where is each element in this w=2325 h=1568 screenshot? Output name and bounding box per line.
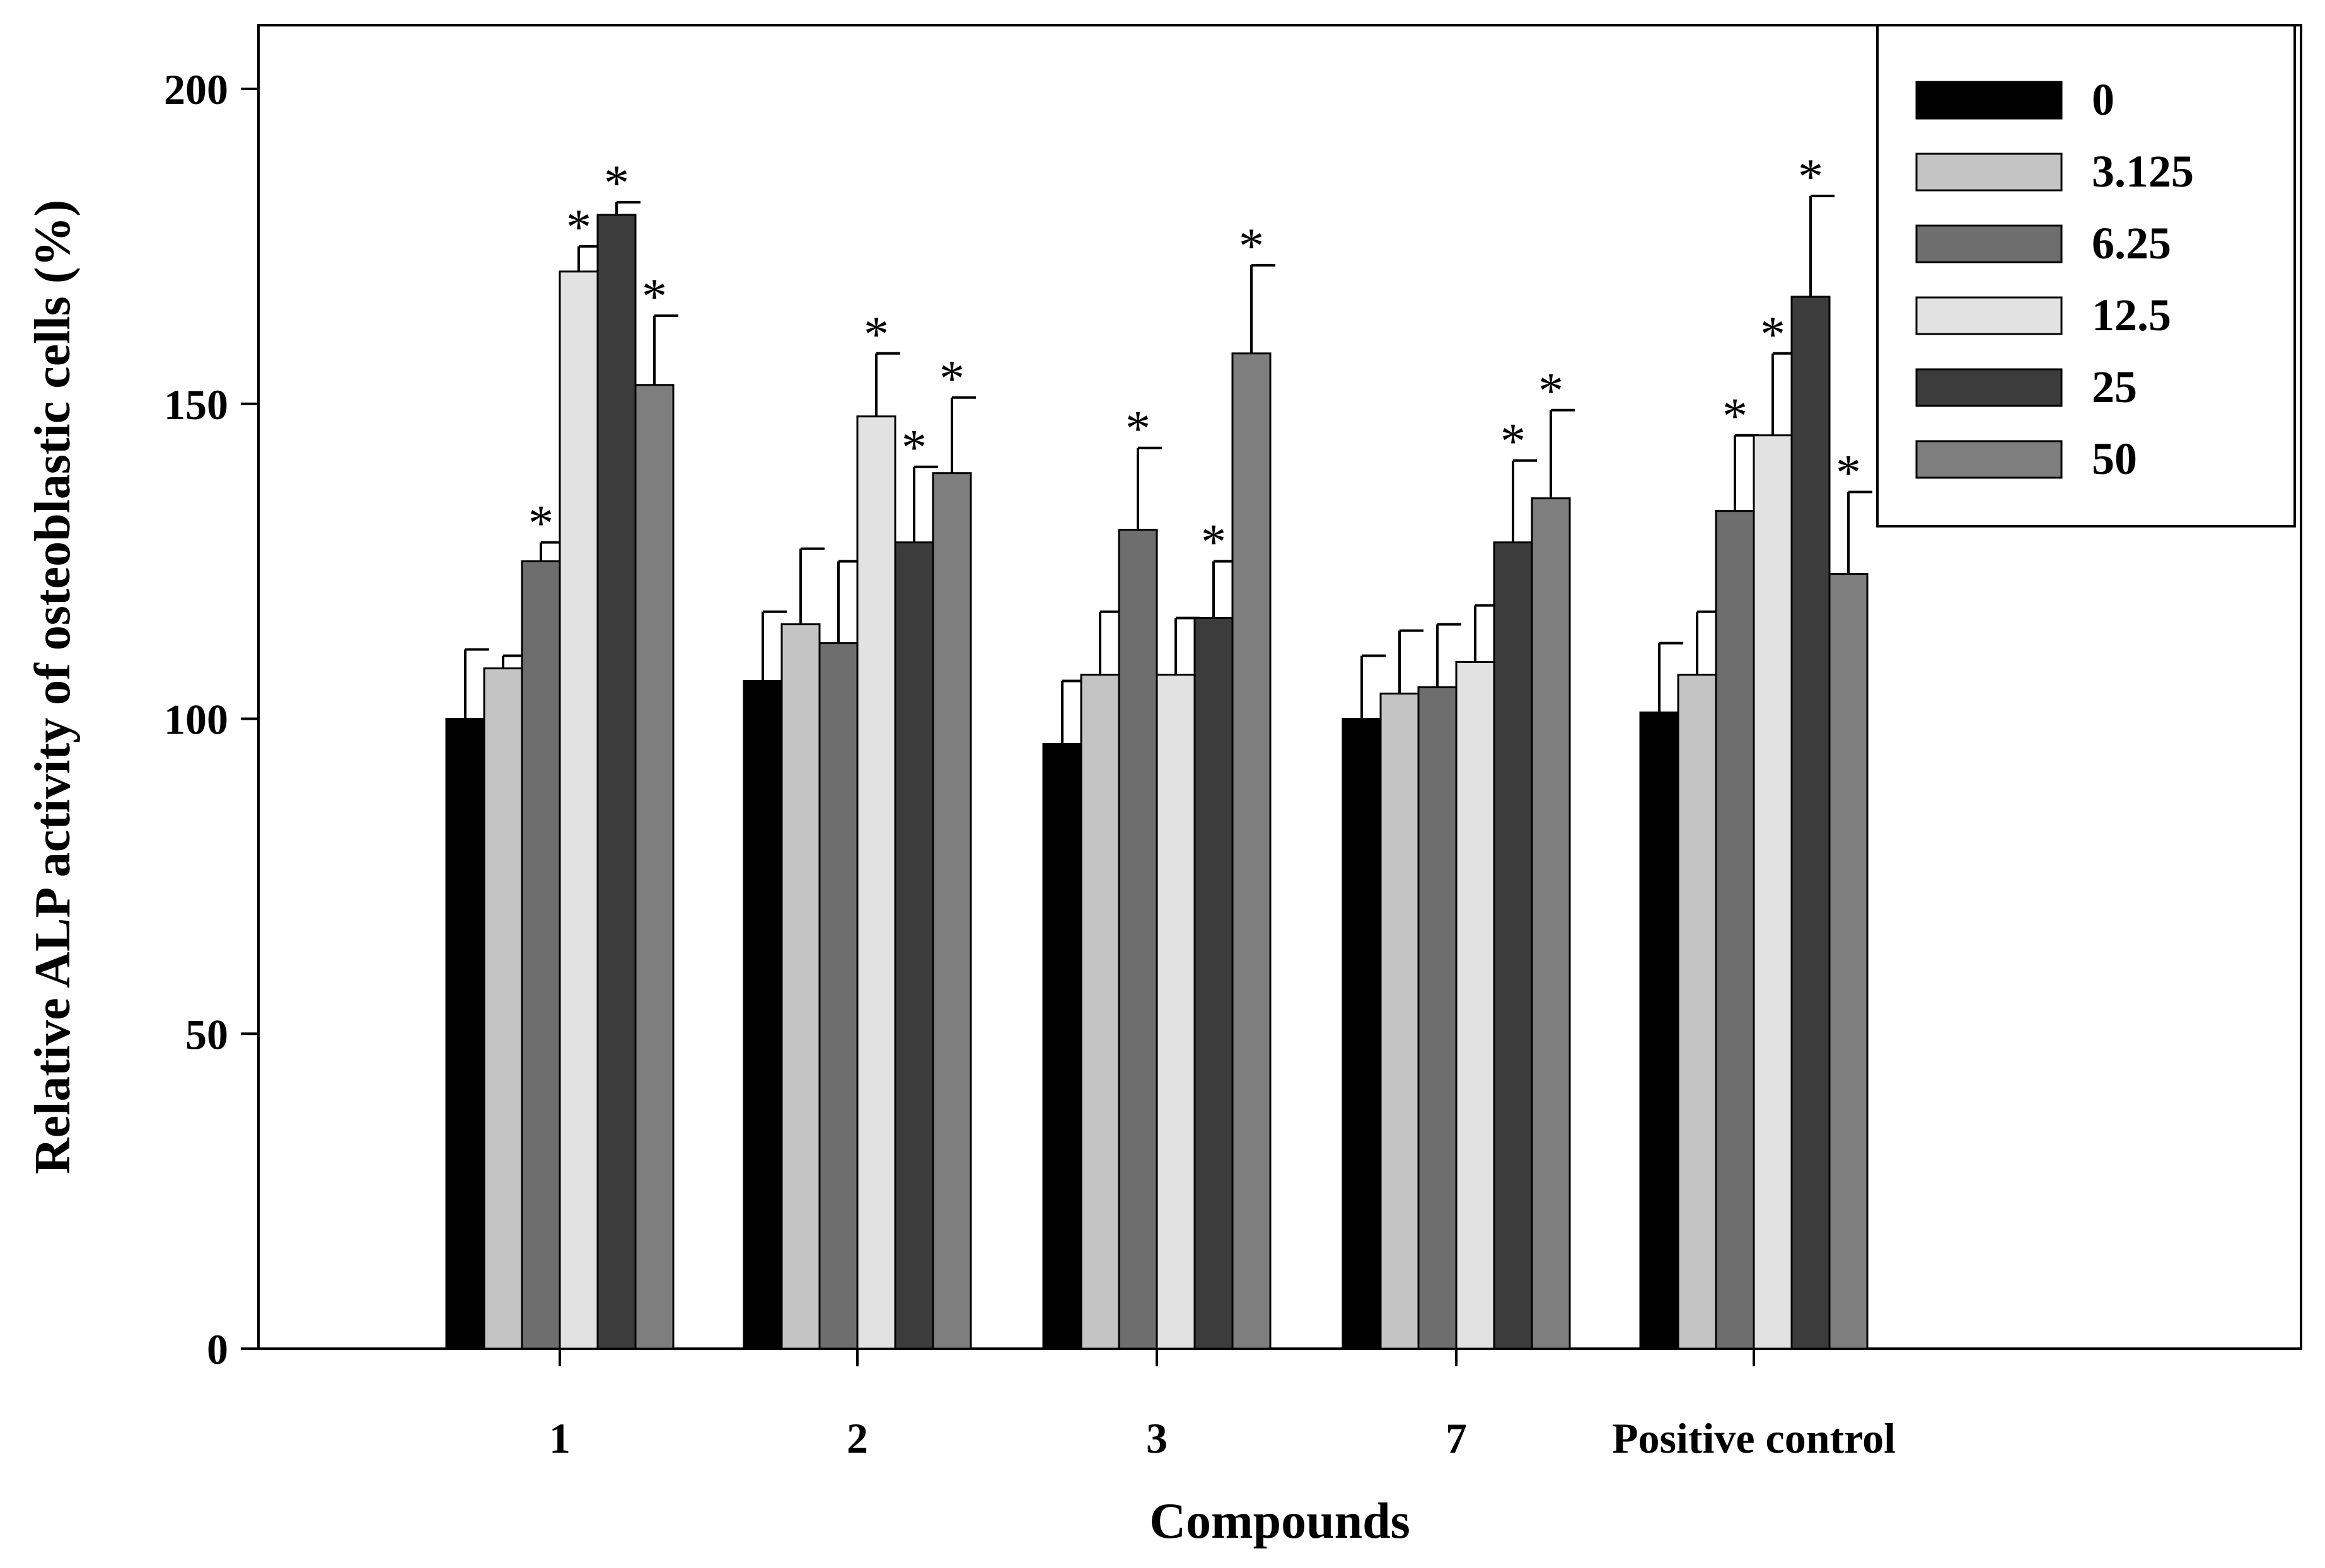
significance-marker: * [864,307,889,362]
legend-label: 50 [2092,434,2137,484]
significance-marker: * [1760,307,1785,362]
y-tick-label: 50 [185,1010,228,1058]
bar [1379,693,1420,1350]
significance-marker: * [1836,446,1861,501]
legend-label: 12.5 [2092,290,2171,340]
bar [1639,712,1679,1350]
plot-area [257,24,2302,1350]
legend-swatch [1915,296,2063,335]
bar [1677,674,1717,1350]
significance-marker: * [1500,414,1526,470]
bar [634,384,675,1350]
legend-swatch [1915,224,2063,263]
legend-swatch [1915,440,2063,479]
y-tick-label: 150 [164,381,228,429]
legend-label: 6.25 [2092,218,2171,268]
significance-marker: * [642,269,667,325]
x-tick-label: 3 [1146,1414,1168,1462]
bar [1531,497,1571,1350]
bar [1417,686,1458,1350]
bar [1753,434,1793,1350]
bar [780,623,821,1350]
significance-marker: * [604,156,629,211]
significance-marker: * [1125,401,1151,457]
bar [1193,617,1234,1350]
bar [1828,573,1869,1350]
bar [1118,529,1158,1350]
significance-marker: * [1201,515,1226,570]
bar [1715,510,1755,1350]
bar [1342,718,1382,1350]
x-tick-label: 7 [1446,1414,1467,1462]
bar [1231,352,1272,1350]
significance-marker: * [939,351,965,406]
axes: 0 50 100 150 200 1 2 3 7 Positive control [164,66,1896,1462]
significance-marker: * [1239,219,1264,274]
bar [1455,661,1495,1350]
bar [483,667,523,1350]
bar [445,718,485,1350]
legend-swatch [1915,368,2063,407]
y-tick-label: 200 [164,66,228,113]
bar [856,415,896,1350]
significance-marker: * [1538,364,1563,419]
bar [894,541,934,1350]
bar [596,214,637,1350]
x-tick-label: 2 [847,1414,868,1462]
bar [1080,674,1120,1350]
significance-marker: * [1722,389,1748,444]
bar [932,472,972,1350]
bars: ************ **** [445,149,1872,1350]
bar [521,560,561,1350]
legend-swatch [1915,81,2063,120]
bar [743,680,783,1350]
significance-marker: * [902,420,927,476]
x-axis-title: Compounds [1149,1494,1410,1549]
plot-frame [257,24,2302,1350]
bar [1493,541,1533,1350]
significance-marker: * [566,200,591,255]
x-tick-label: Positive control [1612,1414,1896,1462]
bar [818,642,859,1350]
bar [559,270,599,1350]
legend-swatch [1915,153,2063,192]
bar [1042,742,1082,1350]
legend-label: 25 [2092,362,2137,412]
legend-label: 0 [2092,74,2114,125]
bar [1156,674,1196,1350]
y-tick-label: 100 [164,696,228,744]
y-axis-title: Relative ALP activity of osteoblastic ce… [25,200,81,1174]
x-tick-label: 1 [549,1414,571,1462]
legend: 0 3.125 6.25 12.5 25 50 [1876,24,2296,527]
bar [1790,296,1831,1350]
y-tick-label: 0 [207,1325,228,1373]
significance-marker: * [528,496,554,551]
significance-marker: * [1798,149,1823,205]
legend-label: 3.125 [2092,146,2194,197]
